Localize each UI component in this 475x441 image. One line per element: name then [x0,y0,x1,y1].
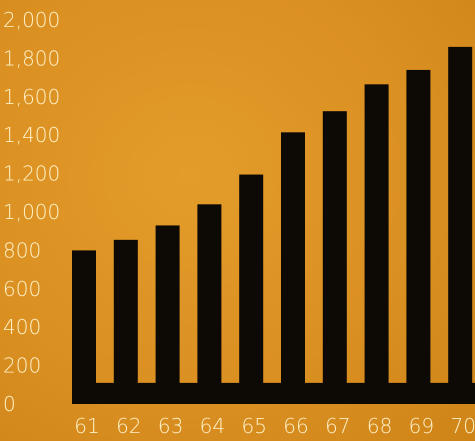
y-tick-label: 1,600 [3,85,60,109]
bar-65 [239,174,264,404]
x-tick-label: 64 [200,414,225,438]
y-tick-label: 400 [3,315,41,339]
bar-62 [113,239,138,404]
x-tick-label: 68 [367,414,392,438]
y-tick-label: 0 [3,392,16,416]
y-tick-label: 600 [3,277,41,301]
y-tick-label: 1,200 [3,162,60,186]
y-tick-label: 2,000 [3,8,60,32]
y-tick-label: 1,800 [3,46,60,70]
bar-61 [72,250,96,404]
x-tick-label: 65 [241,414,266,438]
bar-70 [448,46,473,404]
bar-63 [155,225,180,404]
x-tick-label: 70 [450,414,475,438]
y-tick-label: 800 [3,238,41,262]
y-tick-label: 1,000 [3,200,60,224]
y-tick-label: 200 [3,354,41,378]
x-tick-label: 69 [409,414,434,438]
bar-64 [197,204,222,404]
y-tick-label: 1,400 [3,123,60,147]
x-tick-label: 61 [74,414,99,438]
x-axis: 61 62 63 64 65 66 67 68 69 70 [74,414,475,438]
bar-67 [322,111,347,404]
x-tick-label: 63 [158,414,183,438]
x-tick-label: 67 [325,414,350,438]
bar-69 [406,69,431,405]
x-tick-label: 66 [283,414,308,438]
bar-68 [364,84,389,404]
plot-area [72,46,475,405]
y-axis: 0 200 400 600 800 1,000 1,200 1,400 1,600 1,800 2,… [3,8,60,416]
bar-66 [281,132,305,404]
x-tick-label: 62 [116,414,141,438]
